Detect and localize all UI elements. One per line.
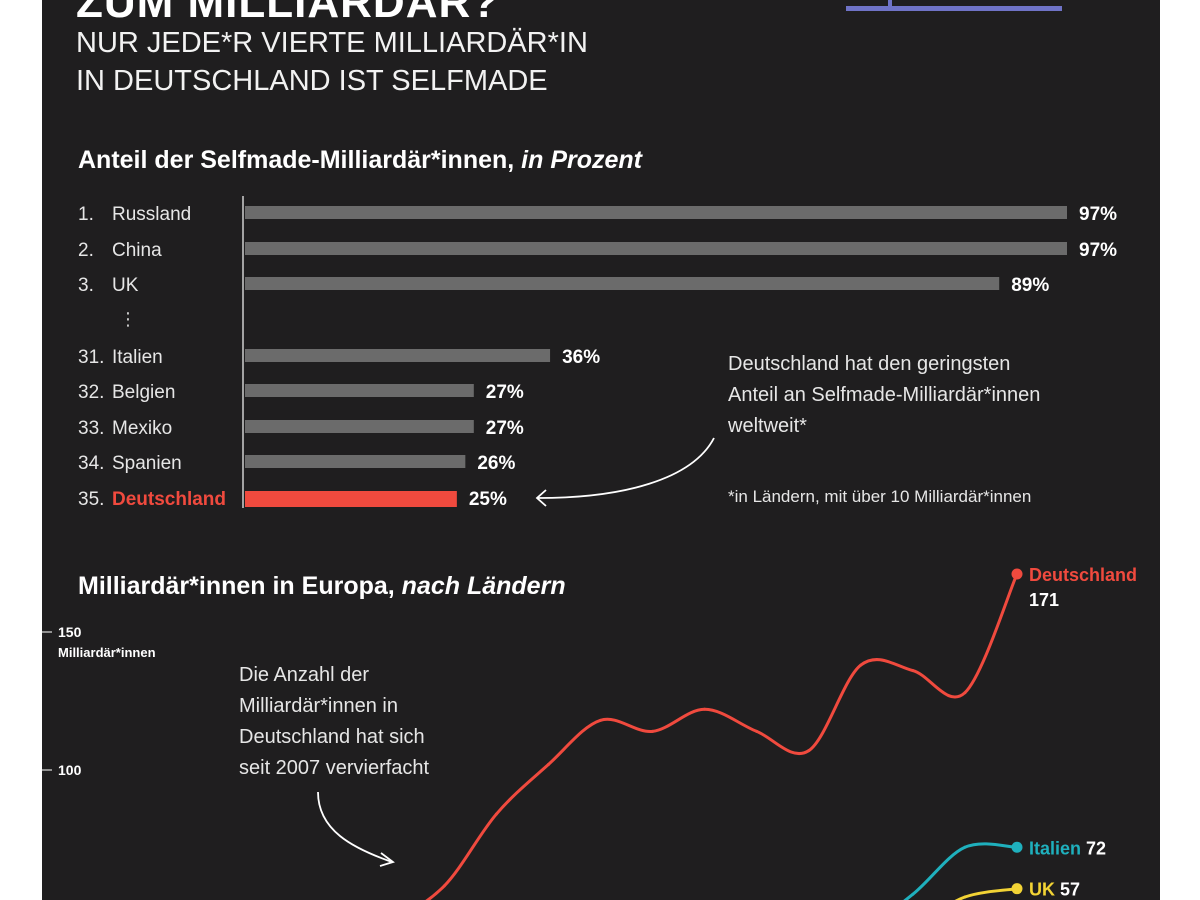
y-tick-label: 100: [58, 762, 82, 778]
bar-value-label: 27%: [486, 382, 524, 403]
bar-value-label: 97%: [1079, 240, 1117, 261]
line-annotation-arrowhead: [379, 852, 395, 867]
line-point: [963, 691, 967, 695]
line-chart-title-main: Milliardär*innen in Europa,: [78, 572, 395, 600]
bar-rank: 35.: [78, 489, 104, 510]
line-point: [963, 845, 967, 849]
series-label-deutschland: Deutschland: [1029, 565, 1137, 585]
bar-rank: 2.: [78, 240, 94, 261]
bar: [245, 242, 1067, 255]
line-annotation-line-2: Milliardär*innen in: [239, 695, 398, 717]
bar: [245, 420, 474, 433]
selfmade-bar-chart: 1. Russland 97% 2. China 97% 3. UK 89% 31. Italien…: [78, 196, 1117, 510]
line-series-deutschland: [425, 572, 1019, 900]
subtitle: NUR JEDE*R VIERTE MILLIARDÄR*IN IN DEUTS…: [76, 24, 696, 100]
infographic-card: ZUM MILLIARDÄR? NUR JEDE*R VIERTE MILLIA…: [42, 0, 1160, 900]
line-end-dot: [1011, 883, 1023, 895]
footnote: *in Ländern, mit über 10 Milliardär*inne…: [728, 487, 1032, 506]
bar-value-label: 25%: [469, 489, 507, 510]
bar: [245, 206, 1067, 219]
bar: [245, 491, 457, 507]
bar-chart-title: Anteil der Selfmade-Milliardär*innen, in…: [78, 146, 642, 175]
bar-chart-annotation: Deutschland hat den geringsten Anteil an…: [728, 349, 1040, 442]
y-tick-label: 150: [58, 624, 82, 640]
line-point: [911, 892, 915, 896]
bar-category-label: Russland: [112, 204, 191, 225]
bar-value-label: 89%: [1011, 275, 1049, 296]
bar: [245, 384, 474, 397]
line-end-dot: [1011, 841, 1023, 853]
bar-chart-title-main: Anteil der Selfmade-Milliardär*innen,: [78, 146, 515, 174]
line-point: [651, 729, 655, 733]
line-series-italien: [903, 842, 1019, 900]
y-axis-unit: Milliardär*innen: [58, 645, 156, 660]
bar-value-label: 36%: [562, 347, 600, 368]
line-chart-annotation: Die Anzahl der Milliardär*innen in Deuts…: [239, 660, 429, 784]
bar-annotation-line-3: weltweit*: [728, 415, 807, 437]
series-value-uk: 57: [1060, 880, 1080, 900]
bar-value-label: 26%: [477, 453, 515, 474]
bar-ellipsis: ⋮: [119, 309, 137, 329]
line-point: [494, 812, 498, 816]
europe-line-chart: 100 150 Milliardär*innen Deutschland 171 Ital…: [42, 565, 1137, 900]
line-point: [703, 707, 707, 711]
bar-category-label: Deutschland: [112, 489, 226, 510]
line-point: [911, 669, 915, 673]
line-chart-title: Milliardär*innen in Europa, nach Ländern: [78, 572, 566, 601]
line-point: [598, 718, 602, 722]
line-end-dot: [1011, 568, 1023, 580]
series-name-italien: Italien: [1029, 838, 1086, 858]
series-value-italien: 72: [1086, 838, 1106, 858]
line-point: [546, 762, 550, 766]
bar-category-label: China: [112, 240, 162, 261]
bar-rank: 1.: [78, 204, 94, 225]
bar-category-label: Italien: [112, 347, 163, 368]
bar-category-label: Mexiko: [112, 418, 172, 439]
line-point: [755, 729, 759, 733]
bar-rank: 32.: [78, 382, 104, 403]
bar-category-label: UK: [112, 275, 139, 296]
line-point: [963, 895, 967, 899]
subtitle-line-2: IN DEUTSCHLAND IST SELFMADE: [76, 65, 548, 97]
line-point: [859, 663, 863, 667]
logo-underline: [846, 6, 1062, 11]
bar-value-label: 97%: [1079, 204, 1117, 225]
logo-stem: [888, 0, 892, 8]
bar: [245, 455, 466, 468]
series-label-italien: Italien 72: [1029, 838, 1106, 858]
line-annotation-line-4: seit 2007 vervierfacht: [239, 757, 430, 779]
bar-rank: 31.: [78, 347, 104, 368]
bar: [245, 277, 1000, 290]
line-point: [807, 749, 811, 753]
bar-annotation-arrowhead: [535, 489, 547, 507]
bar-category-label: Belgien: [112, 382, 175, 403]
bar-rank: 34.: [78, 453, 104, 474]
bar-category-label: Spanien: [112, 453, 182, 474]
bar-rank: 33.: [78, 418, 104, 439]
bar-rank: 3.: [78, 275, 94, 296]
bar: [245, 349, 551, 362]
line-point: [442, 884, 446, 888]
bar-value-label: 27%: [486, 418, 524, 439]
series-name-uk: UK: [1029, 880, 1060, 900]
bar-annotation-line-2: Anteil an Selfmade-Milliardär*innen: [728, 384, 1041, 406]
line-annotation-arrow: [317, 791, 393, 863]
line-series-uk: [954, 887, 1019, 900]
bar-annotation-arrow: [537, 437, 715, 499]
bar-annotation-line-1: Deutschland hat den geringsten: [728, 353, 1011, 375]
bar-chart-title-unit: in Prozent: [521, 146, 643, 174]
headline: ZUM MILLIARDÄR?: [76, 0, 500, 27]
series-label-uk: UK 57: [1029, 880, 1080, 900]
line-chart-title-unit: nach Ländern: [401, 572, 566, 600]
line-annotation-line-3: Deutschland hat sich: [239, 726, 425, 748]
subtitle-line-1: NUR JEDE*R VIERTE MILLIARDÄR*IN: [76, 27, 588, 59]
line-annotation-line-1: Die Anzahl der: [239, 664, 370, 686]
series-value-deutschland: 171: [1029, 590, 1059, 610]
